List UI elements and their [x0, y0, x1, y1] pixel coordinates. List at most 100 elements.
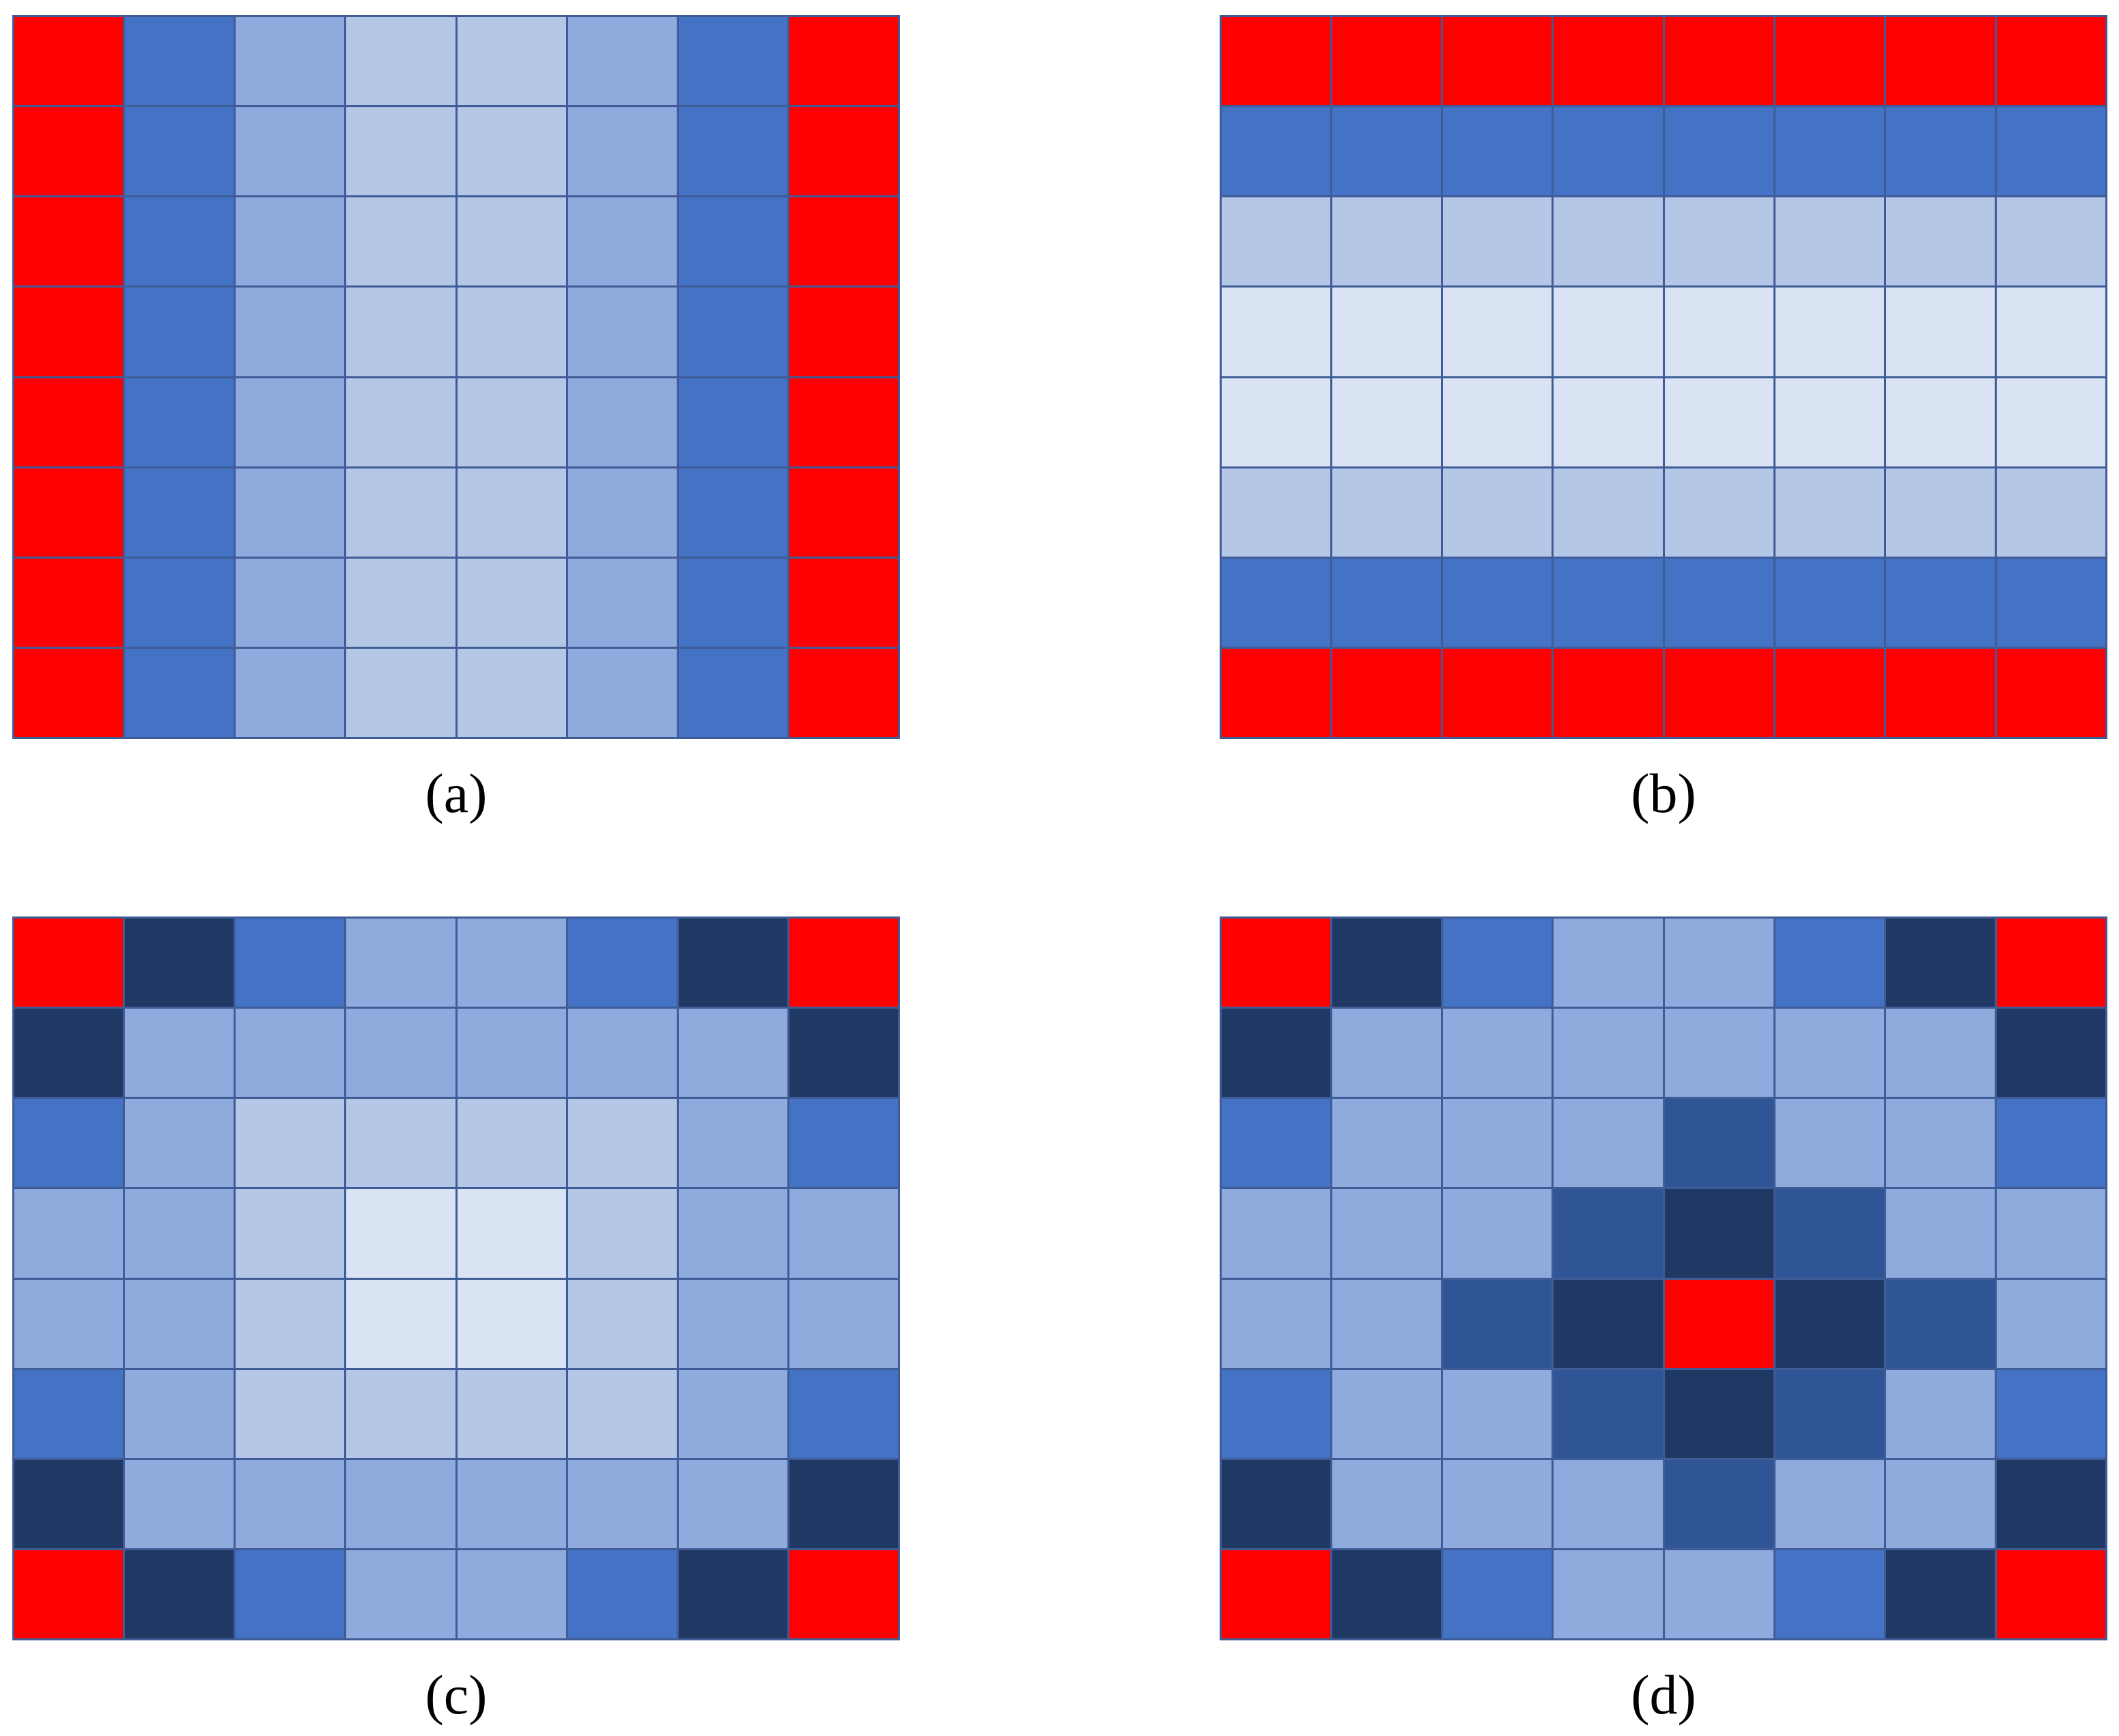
grid-cell — [125, 378, 234, 466]
grid-cell — [789, 1009, 898, 1097]
grid-cell — [346, 107, 455, 196]
grid-cell — [1664, 1279, 1773, 1368]
grid-cell — [1443, 107, 1552, 196]
grid-cell — [457, 1459, 566, 1548]
grid-cell — [1775, 1550, 1884, 1638]
grid-cell — [567, 1099, 677, 1188]
grid-cell — [125, 1009, 234, 1097]
grid-cell — [1664, 1459, 1773, 1548]
grid-cell — [1222, 1009, 1331, 1097]
grid-cell — [1775, 468, 1884, 557]
grid-cell — [1443, 919, 1552, 1007]
grid-cell — [1222, 1459, 1331, 1548]
grid-cell — [346, 1459, 455, 1548]
grid-cell — [678, 288, 787, 376]
grid-cell — [1332, 288, 1442, 376]
grid-cell — [1996, 1099, 2105, 1188]
grid-cell — [1664, 1550, 1773, 1638]
grid-cell — [1885, 1099, 1995, 1188]
grid-cell — [1775, 558, 1884, 647]
grid-cell — [1332, 648, 1442, 737]
grid-cell — [236, 648, 345, 737]
grid-cell — [1222, 1369, 1331, 1458]
grid-cell — [789, 1459, 898, 1548]
grid-cell — [236, 288, 345, 376]
grid-cell — [125, 197, 234, 286]
grid-cell — [1775, 1279, 1884, 1368]
grid-cell — [125, 107, 234, 196]
grid-cell — [1996, 1009, 2105, 1097]
grid-cell — [1885, 17, 1995, 106]
grid-cell — [678, 107, 787, 196]
grid-cell — [236, 197, 345, 286]
grid-b — [1220, 15, 2107, 739]
grid-cell — [678, 17, 787, 106]
grid-cell — [236, 1279, 345, 1368]
grid-cell — [678, 1189, 787, 1278]
grid-cell — [789, 17, 898, 106]
grid-cell — [125, 288, 234, 376]
grid-cell — [346, 1279, 455, 1368]
grid-cell — [1664, 1099, 1773, 1188]
grid-cell — [678, 1009, 787, 1097]
grid-c — [12, 916, 900, 1640]
grid-cell — [1996, 1189, 2105, 1278]
grid-cell — [789, 1369, 898, 1458]
grid-cell — [1885, 468, 1995, 557]
grid-cell — [1332, 1459, 1442, 1548]
grid-cell — [1554, 1099, 1663, 1188]
grid-cell — [1443, 1369, 1552, 1458]
grid-cell — [1885, 288, 1995, 376]
grid-cell — [567, 288, 677, 376]
grid-cell — [1996, 468, 2105, 557]
grid-cell — [567, 468, 677, 557]
grid-cell — [1554, 1459, 1663, 1548]
grid-cell — [346, 919, 455, 1007]
grid-cell — [1443, 558, 1552, 647]
grid-cell — [1443, 648, 1552, 737]
grid-cell — [1554, 648, 1663, 737]
grid-cell — [1996, 107, 2105, 196]
grid-cell — [789, 1189, 898, 1278]
grid-cell — [1996, 919, 2105, 1007]
grid-cell — [14, 1550, 124, 1638]
grid-cell — [457, 1550, 566, 1638]
grid-cell — [789, 648, 898, 737]
grid-cell — [1443, 17, 1552, 106]
grid-cell — [1332, 17, 1442, 106]
grid-cell — [1332, 468, 1442, 557]
grid-cell — [14, 1009, 124, 1097]
grid-cell — [236, 107, 345, 196]
grid-cell — [1554, 919, 1663, 1007]
grid-cell — [1885, 1279, 1995, 1368]
grid-cell — [1885, 648, 1995, 737]
grid-cell — [1554, 1550, 1663, 1638]
grid-cell — [1775, 288, 1884, 376]
grid-cell — [1332, 1099, 1442, 1188]
grid-cell — [789, 107, 898, 196]
grid-cell — [678, 1369, 787, 1458]
grid-cell — [14, 919, 124, 1007]
grid-cell — [678, 558, 787, 647]
grid-cell — [236, 558, 345, 647]
grid-cell — [346, 1189, 455, 1278]
grid-cell — [1664, 378, 1773, 466]
grid-cell — [678, 1550, 787, 1638]
grid-cell — [1996, 197, 2105, 286]
grid-cell — [1554, 17, 1663, 106]
grid-cell — [125, 648, 234, 737]
grid-cell — [346, 1009, 455, 1097]
grid-cell — [1996, 1279, 2105, 1368]
grid-cell — [1664, 17, 1773, 106]
grid-cell — [1554, 1369, 1663, 1458]
grid-cell — [1222, 1189, 1331, 1278]
grid-cell — [789, 468, 898, 557]
panel-b: (b) — [1220, 15, 2107, 824]
grid-cell — [1996, 1550, 2105, 1638]
grid-cell — [457, 468, 566, 557]
grid-cell — [1443, 1459, 1552, 1548]
grid-cell — [125, 1189, 234, 1278]
grid-cell — [125, 1279, 234, 1368]
panel-c: (c) — [12, 916, 900, 1726]
grid-cell — [14, 468, 124, 557]
